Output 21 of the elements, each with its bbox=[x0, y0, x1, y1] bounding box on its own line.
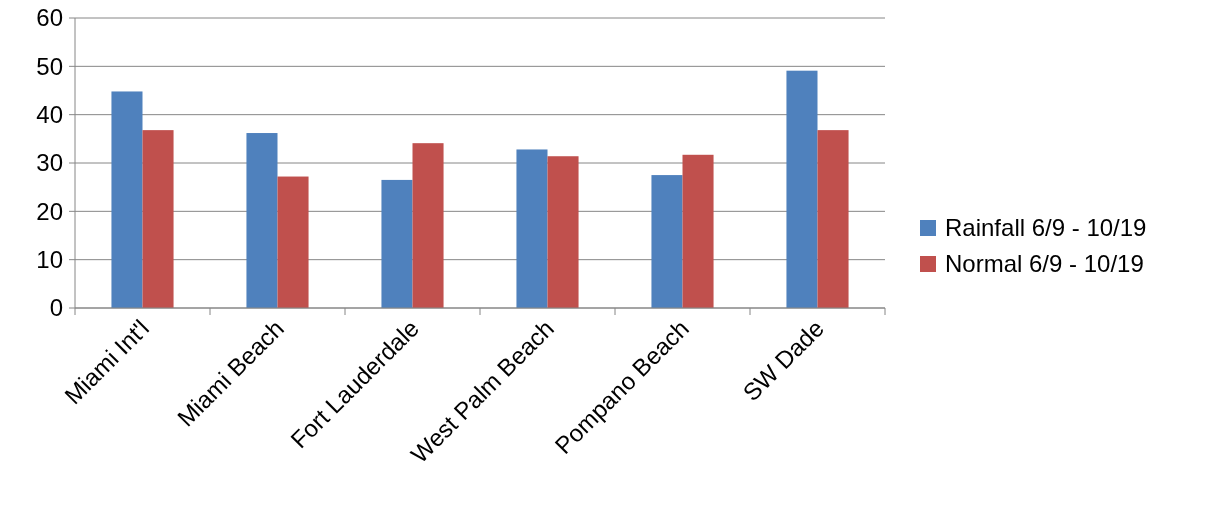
bar bbox=[277, 176, 309, 308]
y-tick-label: 30 bbox=[36, 149, 63, 177]
bar bbox=[381, 179, 413, 308]
bar bbox=[412, 143, 444, 308]
bar bbox=[682, 154, 714, 308]
bar bbox=[547, 156, 579, 308]
y-tick-label: 0 bbox=[49, 294, 63, 322]
legend-label: Normal 6/9 - 10/19 bbox=[945, 250, 1144, 278]
bar bbox=[142, 130, 174, 308]
bar bbox=[817, 130, 849, 308]
bar bbox=[111, 91, 143, 308]
y-tick-label: 10 bbox=[36, 246, 63, 274]
y-tick-label: 60 bbox=[36, 4, 63, 32]
bar bbox=[516, 149, 548, 308]
y-tick-label: 50 bbox=[36, 52, 63, 80]
bar bbox=[786, 70, 818, 308]
bar bbox=[246, 133, 278, 308]
y-tick-label: 40 bbox=[36, 101, 63, 129]
legend-label: Rainfall 6/9 - 10/19 bbox=[945, 214, 1147, 242]
bar bbox=[651, 175, 683, 308]
y-tick-label: 20 bbox=[36, 197, 63, 225]
